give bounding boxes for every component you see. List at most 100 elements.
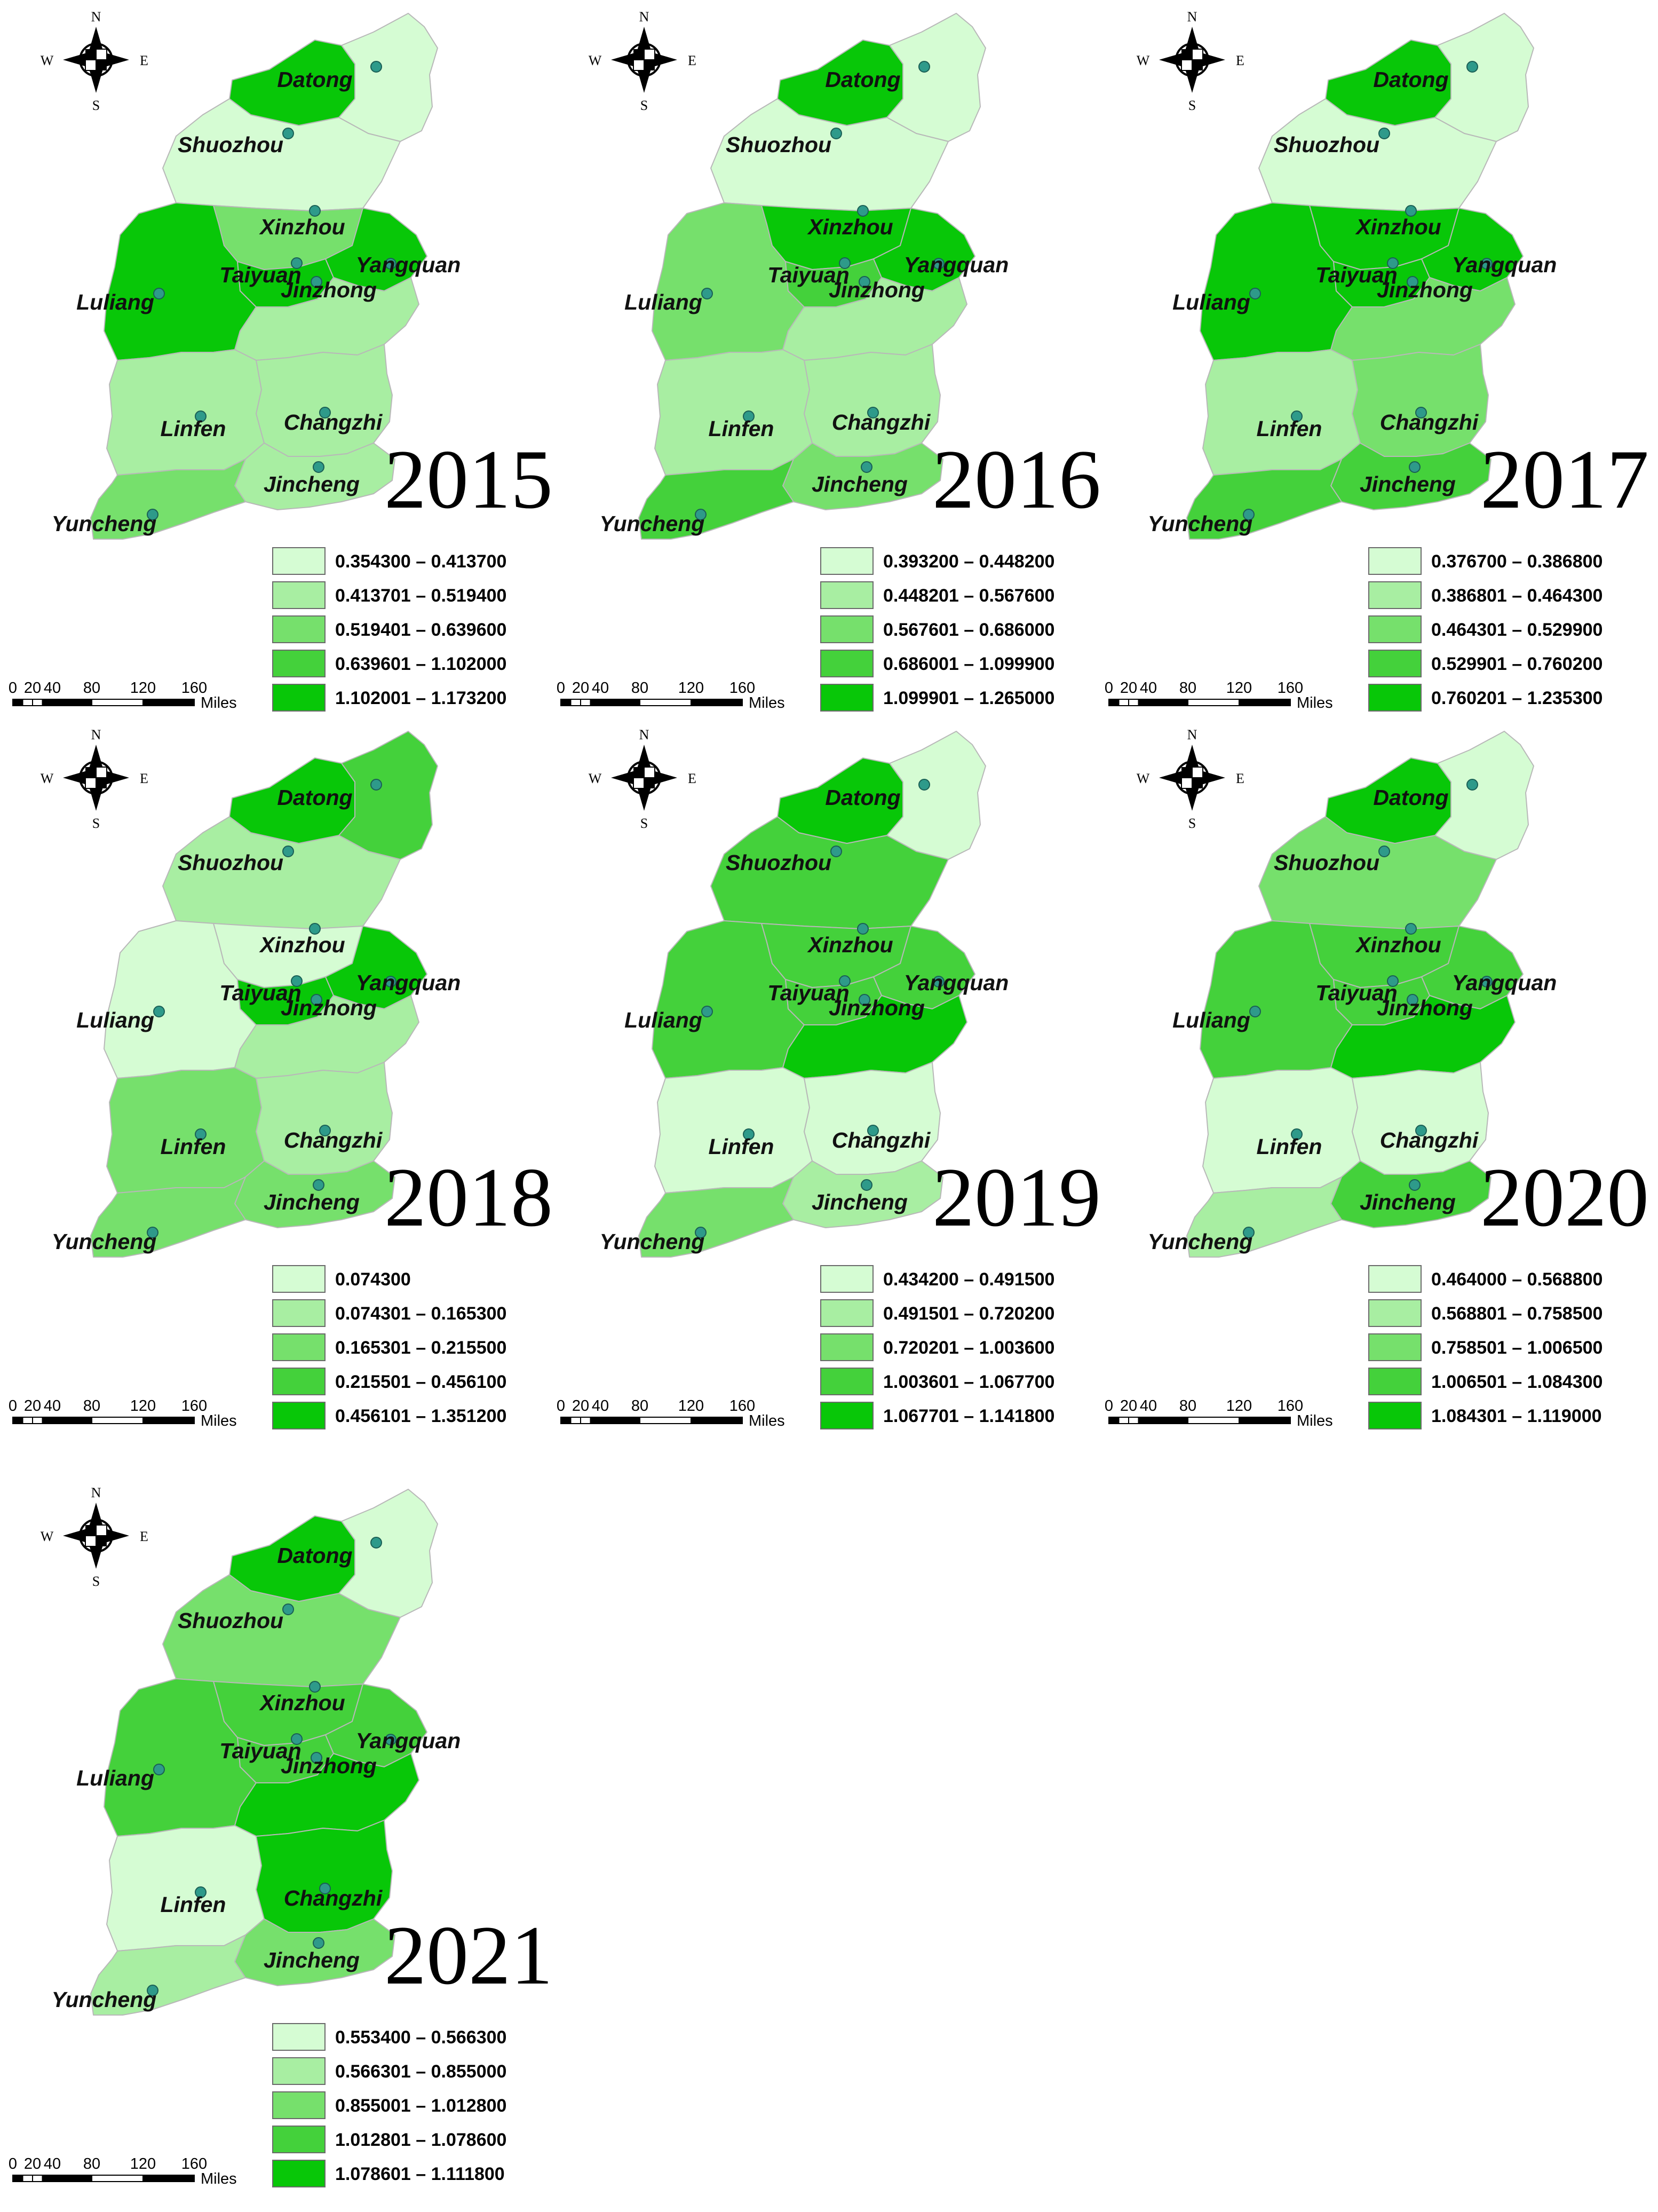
- legend-item: 0.215501 – 0.456100: [272, 1368, 571, 1395]
- city-dot-yuncheng: [147, 1985, 158, 1996]
- scale-bar-unit-label: Miles: [201, 694, 237, 712]
- scale-bar-tick-label: 20: [572, 1397, 589, 1415]
- city-label-changzhi: Changzhi: [284, 1128, 383, 1152]
- legend-item: 0.855001 – 1.012800: [272, 2091, 571, 2119]
- compass-label-n: N: [639, 9, 649, 25]
- year-label: 2019: [932, 1151, 1101, 1244]
- city-label-taiyuan: Taiyuan: [219, 263, 301, 287]
- legend-range-label: 0.354300 – 0.413700: [335, 551, 507, 572]
- legend-item: 0.553400 – 0.566300: [272, 2023, 571, 2051]
- region-linfen: [1202, 349, 1361, 476]
- legend-range-label: 0.686001 – 1.099900: [883, 654, 1055, 674]
- scale-bar-tick-label: 80: [83, 2155, 100, 2172]
- legend-swatch: [1368, 1299, 1422, 1327]
- legend-item: 1.006501 – 1.084300: [1368, 1368, 1658, 1395]
- city-label-changzhi: Changzhi: [1380, 410, 1479, 434]
- map-panel-2019: Datong Shuozhou Xinzhou Yangquan Taiyuan Jinz…: [548, 718, 1101, 1433]
- legend-swatch: [272, 2160, 326, 2187]
- compass-rose-icon: N S W E: [589, 724, 697, 831]
- compass-label-s: S: [1188, 816, 1196, 831]
- legend-swatch: [1368, 1368, 1422, 1395]
- city-dot-jinzhong: [859, 994, 870, 1006]
- city-dot-linfen: [195, 410, 207, 422]
- city-dot-jinzhong: [311, 276, 322, 288]
- city-label-datong: Datong: [825, 67, 900, 92]
- scale-bar-tick-label: 0: [9, 1397, 17, 1415]
- scale-bar-tick-label: 20: [1120, 1397, 1137, 1415]
- region-datong: [1325, 757, 1451, 844]
- scale-bar-tick-label: 0: [557, 680, 565, 697]
- city-label-linfen: Linfen: [709, 1134, 774, 1159]
- compass-label-w: W: [41, 53, 54, 68]
- region-datong: [1325, 40, 1451, 126]
- legend-swatch: [272, 2091, 326, 2119]
- city-label-xinzhou: Xinzhou: [1355, 215, 1441, 239]
- city-label-yangquan: Yangquan: [904, 970, 1009, 995]
- compass-label-e: E: [1236, 771, 1244, 786]
- city-label-linfen: Linfen: [161, 1892, 226, 1917]
- legend-item: 0.639601 – 1.102000: [272, 650, 571, 677]
- legend-range-label: 0.568801 – 0.758500: [1431, 1304, 1603, 1324]
- scale-bar-tick-label: 160: [181, 680, 207, 697]
- city-dot-shuozhou: [1378, 128, 1390, 139]
- scale-bar-tick-label: 120: [130, 1397, 156, 1415]
- legend-item: 0.491501 – 0.720200: [820, 1299, 1119, 1327]
- legend-range-label: 0.855001 – 1.012800: [335, 2096, 507, 2116]
- city-dot-changzhi: [1415, 407, 1427, 418]
- scale-bar-tick-label: 20: [572, 680, 589, 697]
- legend-swatch: [272, 2023, 326, 2051]
- region-yuncheng: [1186, 459, 1342, 540]
- city-label-yuncheng: Yuncheng: [1148, 1229, 1253, 1254]
- legend-item: 0.354300 – 0.413700: [272, 547, 571, 575]
- city-label-jincheng: Jincheng: [1360, 1190, 1456, 1214]
- legend-swatch: [272, 1299, 326, 1327]
- legend-range-label: 0.566301 – 0.855000: [335, 2061, 507, 2082]
- legend-item: 0.456101 – 1.351200: [272, 1402, 571, 1429]
- city-dot-luliang: [153, 1006, 165, 1017]
- city-label-shuozhou: Shuozhou: [178, 850, 283, 875]
- scale-bar-tick-label: 160: [181, 1397, 207, 1415]
- legend-range-label: 0.491501 – 0.720200: [883, 1304, 1055, 1324]
- scale-bar-unit-label: Miles: [749, 1412, 785, 1429]
- legend-swatch: [1368, 1402, 1422, 1429]
- city-label-datong: Datong: [277, 1543, 352, 1568]
- compass-label-n: N: [91, 9, 101, 25]
- legend-swatch: [820, 1333, 874, 1361]
- legend-range-label: 0.553400 – 0.566300: [335, 2027, 507, 2048]
- compass-label-s: S: [640, 98, 648, 113]
- city-label-jinzhong: Jinzhong: [829, 278, 925, 302]
- legend-item: 0.464301 – 0.529900: [1368, 615, 1658, 643]
- compass-label-n: N: [639, 727, 649, 742]
- scale-bar: 0 20 40 80 120 160 Miles: [1104, 678, 1392, 712]
- shanxi-map-2021: Datong Shuozhou Xinzhou Yangquan TaiyuanJinz…: [52, 1489, 461, 2016]
- city-label-jincheng: Jincheng: [264, 472, 360, 496]
- city-dot-jinzhong: [311, 994, 322, 1006]
- city-dot-jinzhong: [1407, 276, 1418, 288]
- map-panel-2020: Datong Shuozhou Xinzhou Yangquan Taiyuan Jinz…: [1096, 718, 1649, 1433]
- year-label: 2018: [384, 1151, 553, 1244]
- city-dot-yuncheng: [695, 1227, 707, 1238]
- city-label-jinzhong: Jinzhong: [281, 1753, 377, 1778]
- city-dot-yangquan: [1481, 258, 1493, 270]
- scale-bar-tick-label: 160: [181, 2155, 207, 2172]
- city-dot-yangquan: [1481, 976, 1493, 988]
- scale-bar-tick-label: 20: [24, 1397, 41, 1415]
- city-label-taiyuan: Taiyuan: [219, 1739, 301, 1763]
- scale-bar-tick-label: 20: [1120, 680, 1137, 697]
- scale-bar-unit-label: Miles: [749, 694, 785, 712]
- region-changzhi: [256, 1820, 393, 1933]
- scale-bar-tick-label: 160: [729, 1397, 755, 1415]
- city-dot-yuncheng: [147, 1227, 158, 1238]
- city-dot-yuncheng: [147, 509, 158, 520]
- legend-range-label: 0.434200 – 0.491500: [883, 1269, 1055, 1290]
- legend-swatch: [820, 615, 874, 643]
- year-label: 2021: [384, 1909, 553, 2002]
- year-label: 2020: [1480, 1151, 1649, 1244]
- legend-range-label: 0.464301 – 0.529900: [1431, 620, 1603, 640]
- scale-bar-tick-label: 80: [1179, 680, 1196, 697]
- legend-range-label: 1.102001 – 1.173200: [335, 688, 507, 708]
- compass-label-e: E: [688, 53, 696, 68]
- city-label-linfen: Linfen: [161, 1134, 226, 1159]
- scale-bar-tick-label: 120: [678, 680, 704, 697]
